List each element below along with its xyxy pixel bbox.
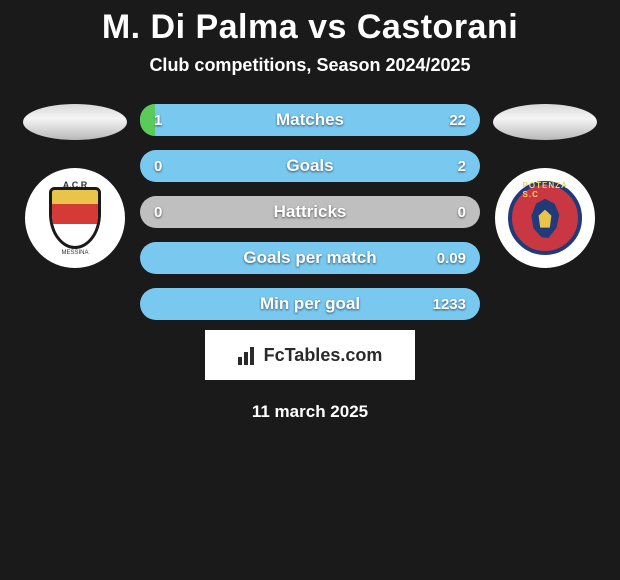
comparison-card: M. Di Palma vs Castorani Club competitio… bbox=[0, 0, 620, 422]
right-player-placeholder bbox=[493, 104, 597, 140]
left-club-logo: A.C.R MESSINA bbox=[25, 168, 125, 268]
stat-right-value: 2 bbox=[458, 158, 466, 175]
stat-label: Hattricks bbox=[274, 202, 347, 222]
messina-shield-icon bbox=[49, 187, 101, 249]
left-player-placeholder bbox=[23, 104, 127, 140]
stat-right-value: 1233 bbox=[433, 296, 466, 313]
stat-row: 0 Goals 2 bbox=[140, 150, 480, 182]
stat-right-value: 0 bbox=[458, 204, 466, 221]
stat-label: Min per goal bbox=[260, 294, 360, 314]
stats-column: 1 Matches 22 0 Goals 2 0 Hattricks 0 Goals per ma… bbox=[135, 104, 485, 320]
messina-city-label: MESSINA bbox=[61, 250, 88, 256]
right-club-logo: POTENZA S.C bbox=[495, 168, 595, 268]
stat-row: 0 Hattricks 0 bbox=[140, 196, 480, 228]
stat-right-value: 22 bbox=[449, 112, 466, 129]
right-side: POTENZA S.C bbox=[485, 104, 605, 268]
stat-left-value: 0 bbox=[154, 158, 162, 175]
potenza-logo-icon: POTENZA S.C bbox=[503, 176, 587, 260]
card-title: M. Di Palma vs Castorani bbox=[102, 8, 518, 47]
stat-row: Goals per match 0.09 bbox=[140, 242, 480, 274]
stat-right-value: 0.09 bbox=[437, 250, 466, 267]
stat-row: 1 Matches 22 bbox=[140, 104, 480, 136]
stat-left-fill bbox=[140, 104, 155, 136]
left-side: A.C.R MESSINA bbox=[15, 104, 135, 268]
body-row: A.C.R MESSINA 1 Matches 22 0 Goals 2 0 Hattrick… bbox=[0, 104, 620, 320]
stat-left-value: 0 bbox=[154, 204, 162, 221]
stat-label: Goals per match bbox=[243, 248, 376, 268]
messina-logo-icon: A.C.R MESSINA bbox=[33, 176, 117, 260]
fctables-branding: FcTables.com bbox=[205, 330, 415, 380]
bars-icon bbox=[238, 345, 258, 365]
stat-left-value: 1 bbox=[154, 112, 162, 129]
stat-label: Goals bbox=[286, 156, 333, 176]
card-subtitle: Club competitions, Season 2024/2025 bbox=[149, 55, 470, 76]
stat-row: Min per goal 1233 bbox=[140, 288, 480, 320]
fctables-label: FcTables.com bbox=[264, 345, 383, 366]
card-date: 11 march 2025 bbox=[252, 402, 368, 422]
potenza-ring-text: POTENZA S.C bbox=[523, 181, 568, 199]
stat-label: Matches bbox=[276, 110, 344, 130]
